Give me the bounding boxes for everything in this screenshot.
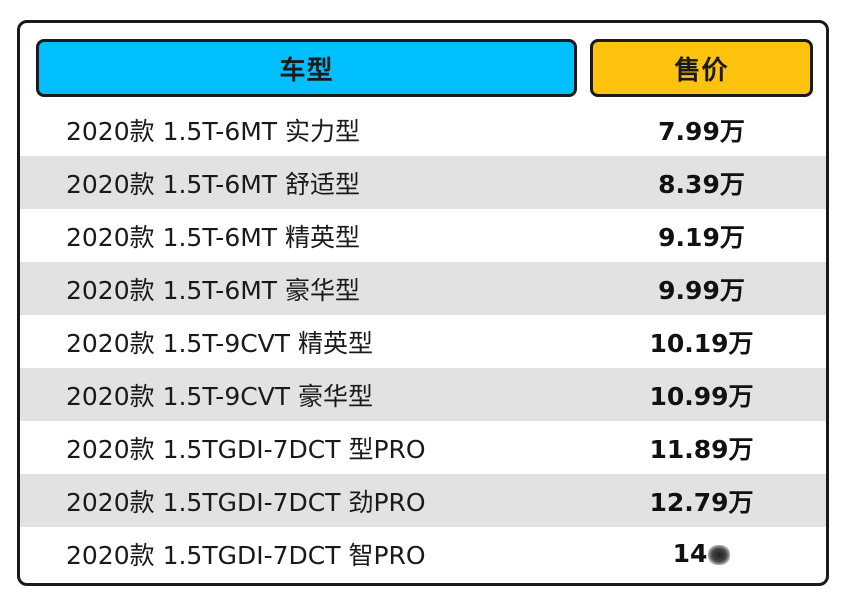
table-row: 2020款 1.5T-6MT 精英型 9.19万 bbox=[20, 209, 826, 262]
price-cell: 14 bbox=[590, 539, 813, 568]
model-cell: 2020款 1.5T-6MT 舒适型 bbox=[66, 169, 361, 199]
model-cell: 2020款 1.5T-9CVT 豪华型 bbox=[66, 381, 374, 411]
model-cell: 2020款 1.5TGDI-7DCT 劲PRO bbox=[66, 487, 426, 517]
model-cell: 2020款 1.5TGDI-7DCT 型PRO bbox=[66, 434, 426, 464]
header-model: 车型 bbox=[36, 39, 577, 97]
table-row: 2020款 1.5T-9CVT 精英型 10.19万 bbox=[20, 315, 826, 368]
price-text: 14 bbox=[672, 539, 708, 568]
model-cell: 2020款 1.5T-9CVT 精英型 bbox=[66, 328, 374, 358]
table-row: 2020款 1.5TGDI-7DCT 智PRO 14 bbox=[20, 527, 826, 580]
price-table: 车型 售价 2020款 1.5T-6MT 实力型 7.99万 2020款 1.5… bbox=[17, 20, 829, 586]
table-row: 2020款 1.5T-9CVT 豪华型 10.99万 bbox=[20, 368, 826, 421]
blur-smudge-icon bbox=[708, 545, 731, 565]
price-cell: 12.79万 bbox=[649, 487, 754, 517]
table-row: 2020款 1.5TGDI-7DCT 型PRO 11.89万 bbox=[20, 421, 826, 474]
model-cell: 2020款 1.5T-6MT 实力型 bbox=[66, 116, 361, 146]
price-cell: 8.39万 bbox=[658, 169, 745, 199]
model-cell: 2020款 1.5T-6MT 精英型 bbox=[66, 222, 361, 252]
model-cell: 2020款 1.5TGDI-7DCT 智PRO bbox=[66, 540, 426, 570]
model-cell: 2020款 1.5T-6MT 豪华型 bbox=[66, 275, 361, 305]
price-cell: 9.19万 bbox=[658, 222, 745, 252]
price-cell: 10.19万 bbox=[649, 328, 754, 358]
table-row: 2020款 1.5TGDI-7DCT 劲PRO 12.79万 bbox=[20, 474, 826, 527]
table-row: 2020款 1.5T-6MT 舒适型 8.39万 bbox=[20, 156, 826, 209]
price-cell: 11.89万 bbox=[649, 434, 754, 464]
price-cell: 10.99万 bbox=[649, 381, 754, 411]
price-cell: 9.99万 bbox=[658, 275, 745, 305]
table-body: 2020款 1.5T-6MT 实力型 7.99万 2020款 1.5T-6MT … bbox=[20, 103, 826, 580]
price-cell: 7.99万 bbox=[658, 116, 745, 146]
table-row: 2020款 1.5T-6MT 实力型 7.99万 bbox=[20, 103, 826, 156]
header-price: 售价 bbox=[590, 39, 813, 97]
table-row: 2020款 1.5T-6MT 豪华型 9.99万 bbox=[20, 262, 826, 315]
